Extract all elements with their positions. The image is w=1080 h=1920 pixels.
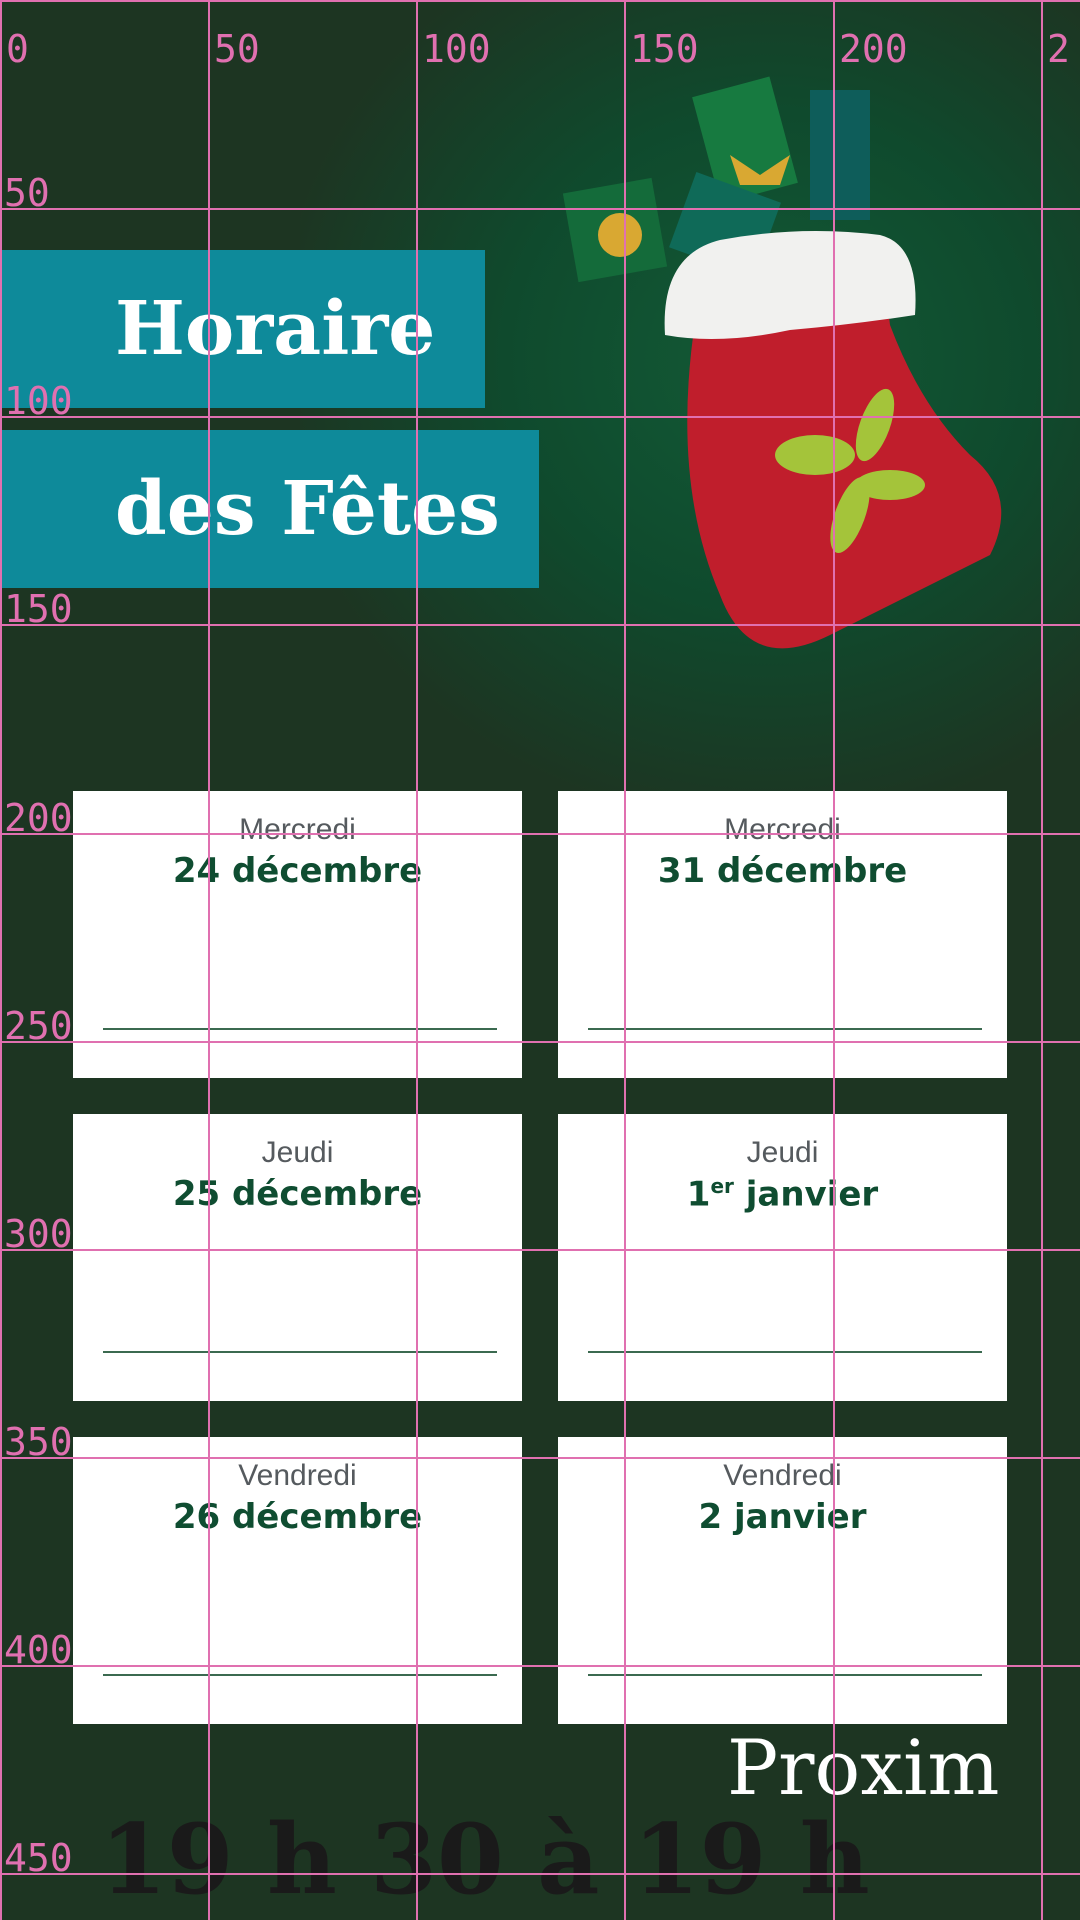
hours-line [588, 1351, 982, 1353]
card-day: Jeudi [746, 1136, 819, 1169]
card-date: 25 décembre [172, 1174, 423, 1214]
stocking-illustration [562, 76, 1002, 649]
schedule-card: Jeudi 1er janvier [558, 1114, 1007, 1401]
card-day: Mercredi [239, 813, 356, 846]
grid-label: 350 [4, 1420, 73, 1464]
proxim-logo: Proxim [727, 1723, 1000, 1812]
card-date: 1er janvier [686, 1174, 879, 1215]
grid-label: 250 [4, 1004, 73, 1048]
grid-label: 200 [4, 796, 73, 840]
grid-label: 300 [4, 1212, 73, 1256]
card-date: 2 janvier [698, 1497, 867, 1537]
schedule-card: Mercredi 24 décembre [73, 791, 522, 1078]
grid-label: 0 [6, 27, 29, 71]
hours-text: 19 h 30 à 19 h [100, 1803, 870, 1916]
card-day: Vendredi [723, 1459, 842, 1492]
hours-line [588, 1028, 982, 1030]
hours-line [588, 1674, 982, 1676]
grid-label: 50 [4, 171, 50, 215]
grid-label: 50 [214, 27, 260, 71]
schedule-card: Vendredi 26 décembre [73, 1437, 522, 1724]
schedule-card: Mercredi 31 décembre [558, 791, 1007, 1078]
card-day: Mercredi [724, 813, 841, 846]
grid-label: 150 [4, 587, 73, 631]
title-line-2: des Fêtes [0, 430, 539, 588]
card-date: 26 décembre [172, 1497, 423, 1537]
grid-label: 400 [4, 1628, 73, 1672]
card-day: Jeudi [261, 1136, 334, 1169]
title-line-1: Horaire [0, 250, 485, 408]
hours-line [103, 1028, 497, 1030]
card-date: 24 décembre [172, 851, 423, 891]
grid-label: 450 [4, 1836, 73, 1880]
card-day: Vendredi [238, 1459, 357, 1492]
card-date: 31 décembre [657, 851, 908, 891]
schedule-card: Vendredi 2 janvier [558, 1437, 1007, 1724]
schedule-card: Jeudi 25 décembre [73, 1114, 522, 1401]
hours-line [103, 1351, 497, 1353]
hours-line [103, 1674, 497, 1676]
